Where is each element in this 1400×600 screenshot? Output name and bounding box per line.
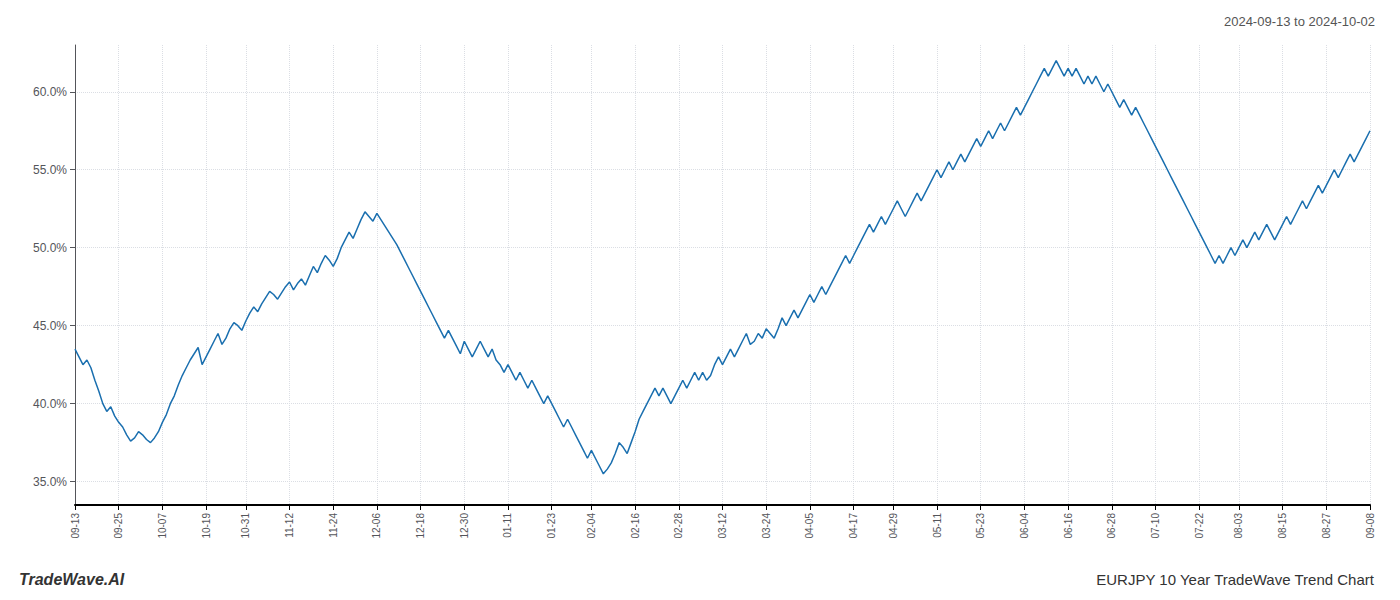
svg-text:08-03: 08-03	[1233, 513, 1244, 539]
svg-text:05-23: 05-23	[975, 513, 986, 539]
svg-text:08-27: 08-27	[1321, 513, 1332, 539]
svg-text:EURJPY 10 Year TradeWave Trend: EURJPY 10 Year TradeWave Trend Chart	[1096, 571, 1374, 588]
svg-text:40.0%: 40.0%	[33, 397, 67, 411]
svg-text:60.0%: 60.0%	[33, 85, 67, 99]
svg-text:12-18: 12-18	[415, 513, 426, 539]
svg-text:12-06: 12-06	[371, 513, 382, 539]
svg-text:10-19: 10-19	[201, 513, 212, 539]
svg-text:35.0%: 35.0%	[33, 475, 67, 489]
svg-text:10-07: 10-07	[157, 513, 168, 539]
svg-text:03-24: 03-24	[761, 513, 772, 539]
svg-text:07-22: 07-22	[1194, 513, 1205, 539]
svg-text:02-04: 02-04	[586, 513, 597, 539]
svg-text:04-17: 04-17	[848, 513, 859, 539]
svg-text:TradeWave.AI: TradeWave.AI	[19, 571, 125, 588]
svg-text:11-12: 11-12	[284, 513, 295, 538]
svg-text:01-23: 01-23	[546, 513, 557, 539]
svg-text:09-25: 09-25	[113, 513, 124, 539]
svg-text:05-11: 05-11	[932, 513, 943, 538]
svg-text:12-30: 12-30	[459, 513, 470, 539]
svg-text:04-05: 04-05	[804, 513, 815, 539]
svg-text:55.0%: 55.0%	[33, 163, 67, 177]
svg-text:50.0%: 50.0%	[33, 241, 67, 255]
svg-text:02-16: 02-16	[630, 513, 641, 539]
svg-text:01-11: 01-11	[502, 513, 513, 538]
svg-text:07-10: 07-10	[1150, 513, 1161, 539]
svg-text:11-24: 11-24	[328, 513, 339, 538]
svg-text:10-31: 10-31	[240, 513, 251, 539]
svg-text:06-04: 06-04	[1019, 513, 1030, 539]
svg-text:06-16: 06-16	[1063, 513, 1074, 539]
svg-text:09-13: 09-13	[70, 513, 81, 539]
svg-text:2024-09-13 to 2024-10-02: 2024-09-13 to 2024-10-02	[1224, 14, 1375, 29]
svg-text:06-28: 06-28	[1106, 513, 1117, 539]
svg-text:09-08: 09-08	[1365, 513, 1376, 539]
svg-text:08-15: 08-15	[1277, 513, 1288, 539]
svg-text:02-28: 02-28	[673, 513, 684, 539]
svg-text:03-12: 03-12	[717, 513, 728, 539]
svg-text:04-29: 04-29	[888, 513, 899, 539]
svg-text:45.0%: 45.0%	[33, 319, 67, 333]
